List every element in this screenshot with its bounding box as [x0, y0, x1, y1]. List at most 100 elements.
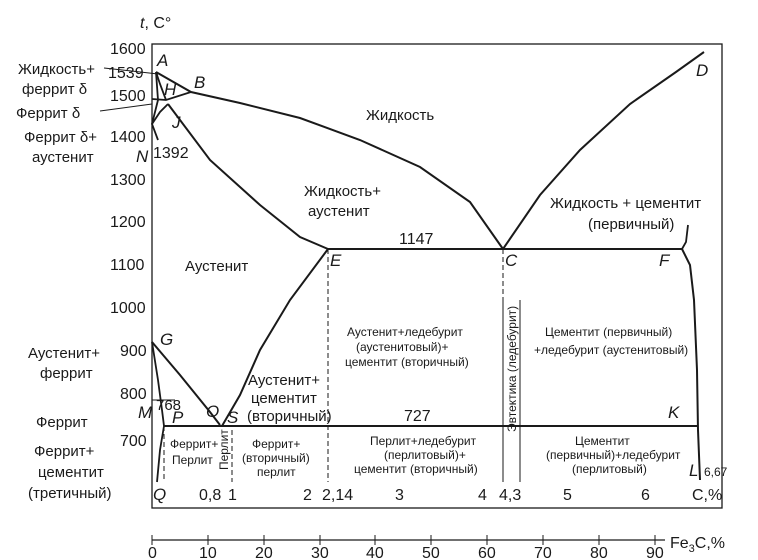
y-tick-1539: 1539 [108, 65, 144, 82]
point-e: E [330, 251, 342, 270]
point-g: G [160, 330, 173, 349]
region-austenite: Аустенит [185, 258, 248, 275]
y-tick-1200: 1200 [110, 214, 146, 231]
point-j: J [171, 113, 181, 132]
x-top-tick-08: 0,8 [199, 487, 221, 504]
region-cem-led-2: +ледебурит (аустенитовый) [534, 343, 688, 357]
x-bottom-tick-20: 20 [255, 545, 273, 560]
solidus-ah [155, 71, 167, 101]
x-bottom-tick-70: 70 [534, 545, 552, 560]
x-top-axis-title: C,% [692, 487, 722, 504]
region-liquid-cem-1: Жидкость + цементит [550, 195, 701, 212]
y-tick-1300: 1300 [110, 172, 146, 189]
x-bottom-tick-30: 30 [311, 545, 329, 560]
label-fer-cem-1: Феррит+ [34, 443, 95, 460]
line-f-upper [681, 224, 689, 250]
label-delta-aus-2: аустенит [32, 149, 94, 166]
region-liquid: Жидкость [366, 107, 434, 124]
region-aus-led-1: Аустенит+ледебурит [347, 325, 463, 339]
region-aus-led-2: (аустенитовый)+ [356, 340, 449, 354]
line-an [151, 71, 159, 141]
plot-frame [151, 43, 723, 509]
y-axis-title: t, C° [140, 15, 171, 32]
region-cem-per-1: Цементит [575, 434, 630, 448]
point-n: N [136, 147, 149, 166]
region-aus-cem-1: Аустенит+ [248, 372, 320, 389]
region-liquid-cem-2: (первичный) [588, 216, 674, 233]
point-p: P [172, 408, 184, 427]
point-b: B [194, 73, 205, 92]
x-bottom-tick-60: 60 [478, 545, 496, 560]
y-tick-1100: 1100 [110, 257, 145, 274]
x-bottom-tick-10: 10 [199, 545, 217, 560]
point-l: L [689, 461, 698, 480]
y-tick-900: 900 [120, 343, 147, 360]
x-top-tick-214: 2,14 [322, 487, 353, 504]
region-fer-per2-1: Феррит+ [252, 437, 300, 451]
region-cem-per-3: (перлитовый) [572, 462, 647, 476]
line-pq [156, 425, 165, 483]
region-aus-cem-2: цементит [251, 390, 317, 407]
region-perlite: Перлит [217, 429, 231, 470]
x-top-tick-5: 5 [563, 487, 572, 504]
liquidus-cd [502, 51, 705, 250]
point-k: K [668, 403, 680, 422]
label-fer-cem-3: (третичный) [28, 485, 112, 502]
y-tick-1392: 1392 [153, 145, 189, 162]
y-tick-768: 768 [156, 397, 181, 414]
region-cem-led-1: Цементит (первичный) [545, 325, 672, 339]
value-727: 727 [404, 408, 431, 425]
line-gp [151, 341, 165, 427]
point-h: H [164, 80, 177, 99]
label-liquid-delta-1: Жидкость+ [18, 61, 95, 78]
label-aus-ferrite-1: Аустенит+ [28, 345, 100, 362]
point-m: M [138, 403, 153, 422]
label-aus-ferrite-2: феррит [40, 365, 93, 382]
label-fer-cem-2: цементит [38, 464, 104, 481]
x-top-tick-6: 6 [641, 487, 650, 504]
cementite-line-fkl [681, 248, 701, 481]
y-tick-700: 700 [120, 433, 147, 450]
x-top-tick-43: 4,3 [499, 487, 521, 504]
y-tick-1600: 1600 [110, 41, 146, 58]
region-liquid-aus-2: аустенит [308, 203, 370, 220]
x-bottom-tick-90: 90 [646, 545, 664, 560]
region-fer-per2-3: перлит [257, 465, 296, 479]
region-fer-per-2: Перлит [172, 453, 213, 467]
region-per-led-2: (перлитовый)+ [384, 448, 466, 462]
x-bottom-axis-title: Fe3C,% [670, 535, 725, 555]
line-es [221, 248, 329, 427]
value-667: 6,67 [704, 465, 728, 479]
solidus-je [167, 103, 329, 250]
label-ferrite: Феррит [36, 414, 88, 431]
y-tick-800: 800 [120, 386, 147, 403]
region-fer-per-1: Феррит+ [170, 437, 218, 451]
point-q: Q [153, 485, 166, 504]
region-per-led-3: цементит (вторичный) [354, 462, 478, 476]
region-aus-cem-3: (вторичный) [247, 408, 332, 425]
region-liquid-aus-1: Жидкость+ [304, 183, 381, 200]
line-gos [151, 341, 221, 426]
label-liquid-delta-2: феррит δ [22, 81, 87, 98]
point-c: C [505, 251, 518, 270]
x-top-tick-3: 3 [395, 487, 404, 504]
bottom-axis-ticks [151, 535, 656, 545]
value-1147: 1147 [399, 231, 434, 248]
point-s: S [227, 408, 239, 427]
y-tick-1400: 1400 [110, 129, 146, 146]
label-delta: Феррит δ [16, 105, 80, 122]
y-tick-1000: 1000 [110, 300, 146, 317]
region-cem-per-2: (первичный)+ледебурит [546, 448, 681, 462]
region-per-led-1: Перлит+ледебурит [370, 434, 477, 448]
region-fer-per2-2: (вторичный) [242, 451, 310, 465]
x-bottom-tick-80: 80 [590, 545, 608, 560]
leader-liquid-delta [103, 67, 159, 75]
label-delta-aus-1: Феррит δ+ [24, 129, 97, 146]
region-aus-led-3: цементит (вторичный) [345, 355, 469, 369]
y-tick-1500: 1500 [110, 88, 146, 105]
liquidus-abc [155, 71, 504, 250]
x-top-tick-4: 4 [478, 487, 487, 504]
point-d: D [696, 61, 708, 80]
point-f: F [659, 251, 671, 270]
